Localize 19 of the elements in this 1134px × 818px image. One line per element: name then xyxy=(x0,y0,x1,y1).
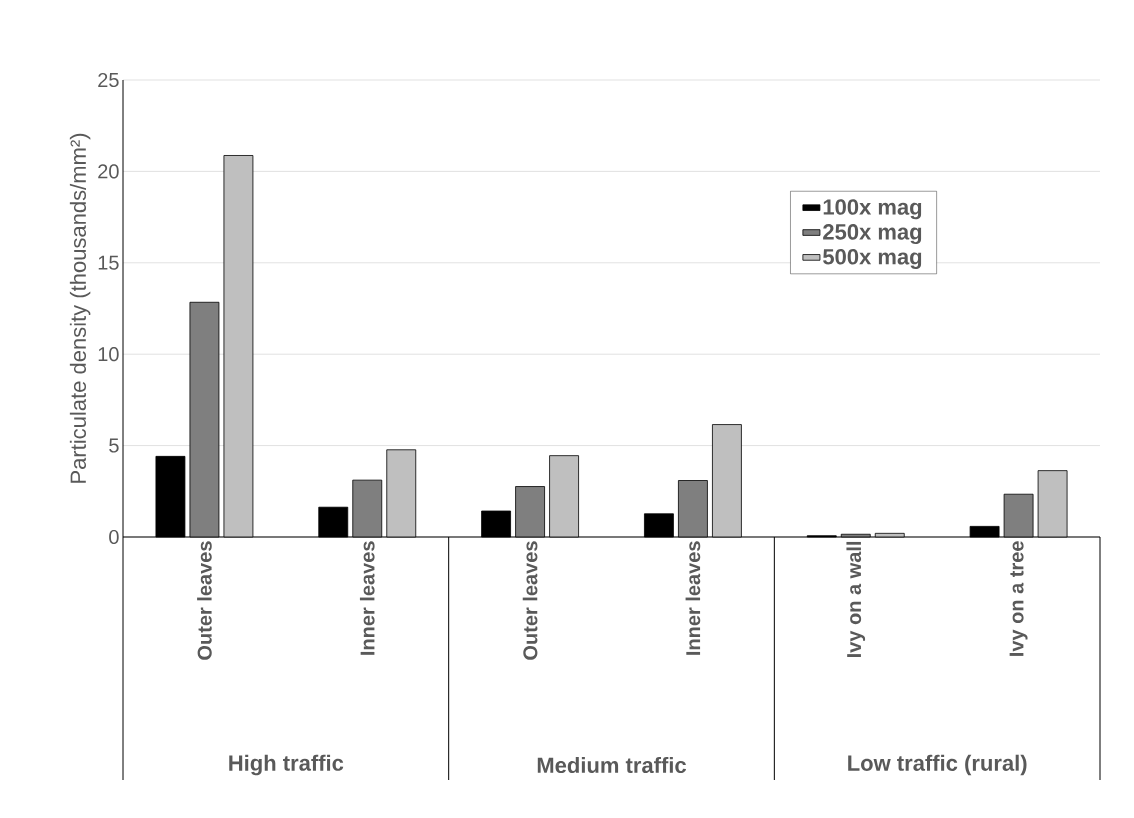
y-tick-label: 0 xyxy=(109,529,119,545)
y-tick-label: 20 xyxy=(98,164,119,179)
x-tick-label: Ivy on a wall xyxy=(846,541,866,658)
y-tick-label: 25 xyxy=(98,72,119,88)
y-tick-label: 15 xyxy=(98,255,119,270)
x-tick-label: Ivy on a tree xyxy=(1009,541,1028,656)
text: Medium traffic xyxy=(537,756,687,774)
x-tick-label: Inner leaves xyxy=(359,541,375,655)
x-tick-label: Outer leaves xyxy=(197,541,212,660)
x-tick-label: Outer leaves xyxy=(522,541,538,660)
legend-label: 500x mag xyxy=(823,248,922,269)
y-tick-label: 10 xyxy=(98,347,119,362)
y-axis-title: Particulate density (thousands/mm²) xyxy=(69,133,91,483)
y-tick-label: 5 xyxy=(109,438,119,453)
x-tick-label: Inner leaves xyxy=(685,541,701,655)
text: High traffic xyxy=(229,754,344,776)
text: Low traffic (rural) xyxy=(848,754,1027,776)
legend-label: 250x mag xyxy=(823,224,922,245)
legend-label: 100x mag xyxy=(823,199,922,220)
